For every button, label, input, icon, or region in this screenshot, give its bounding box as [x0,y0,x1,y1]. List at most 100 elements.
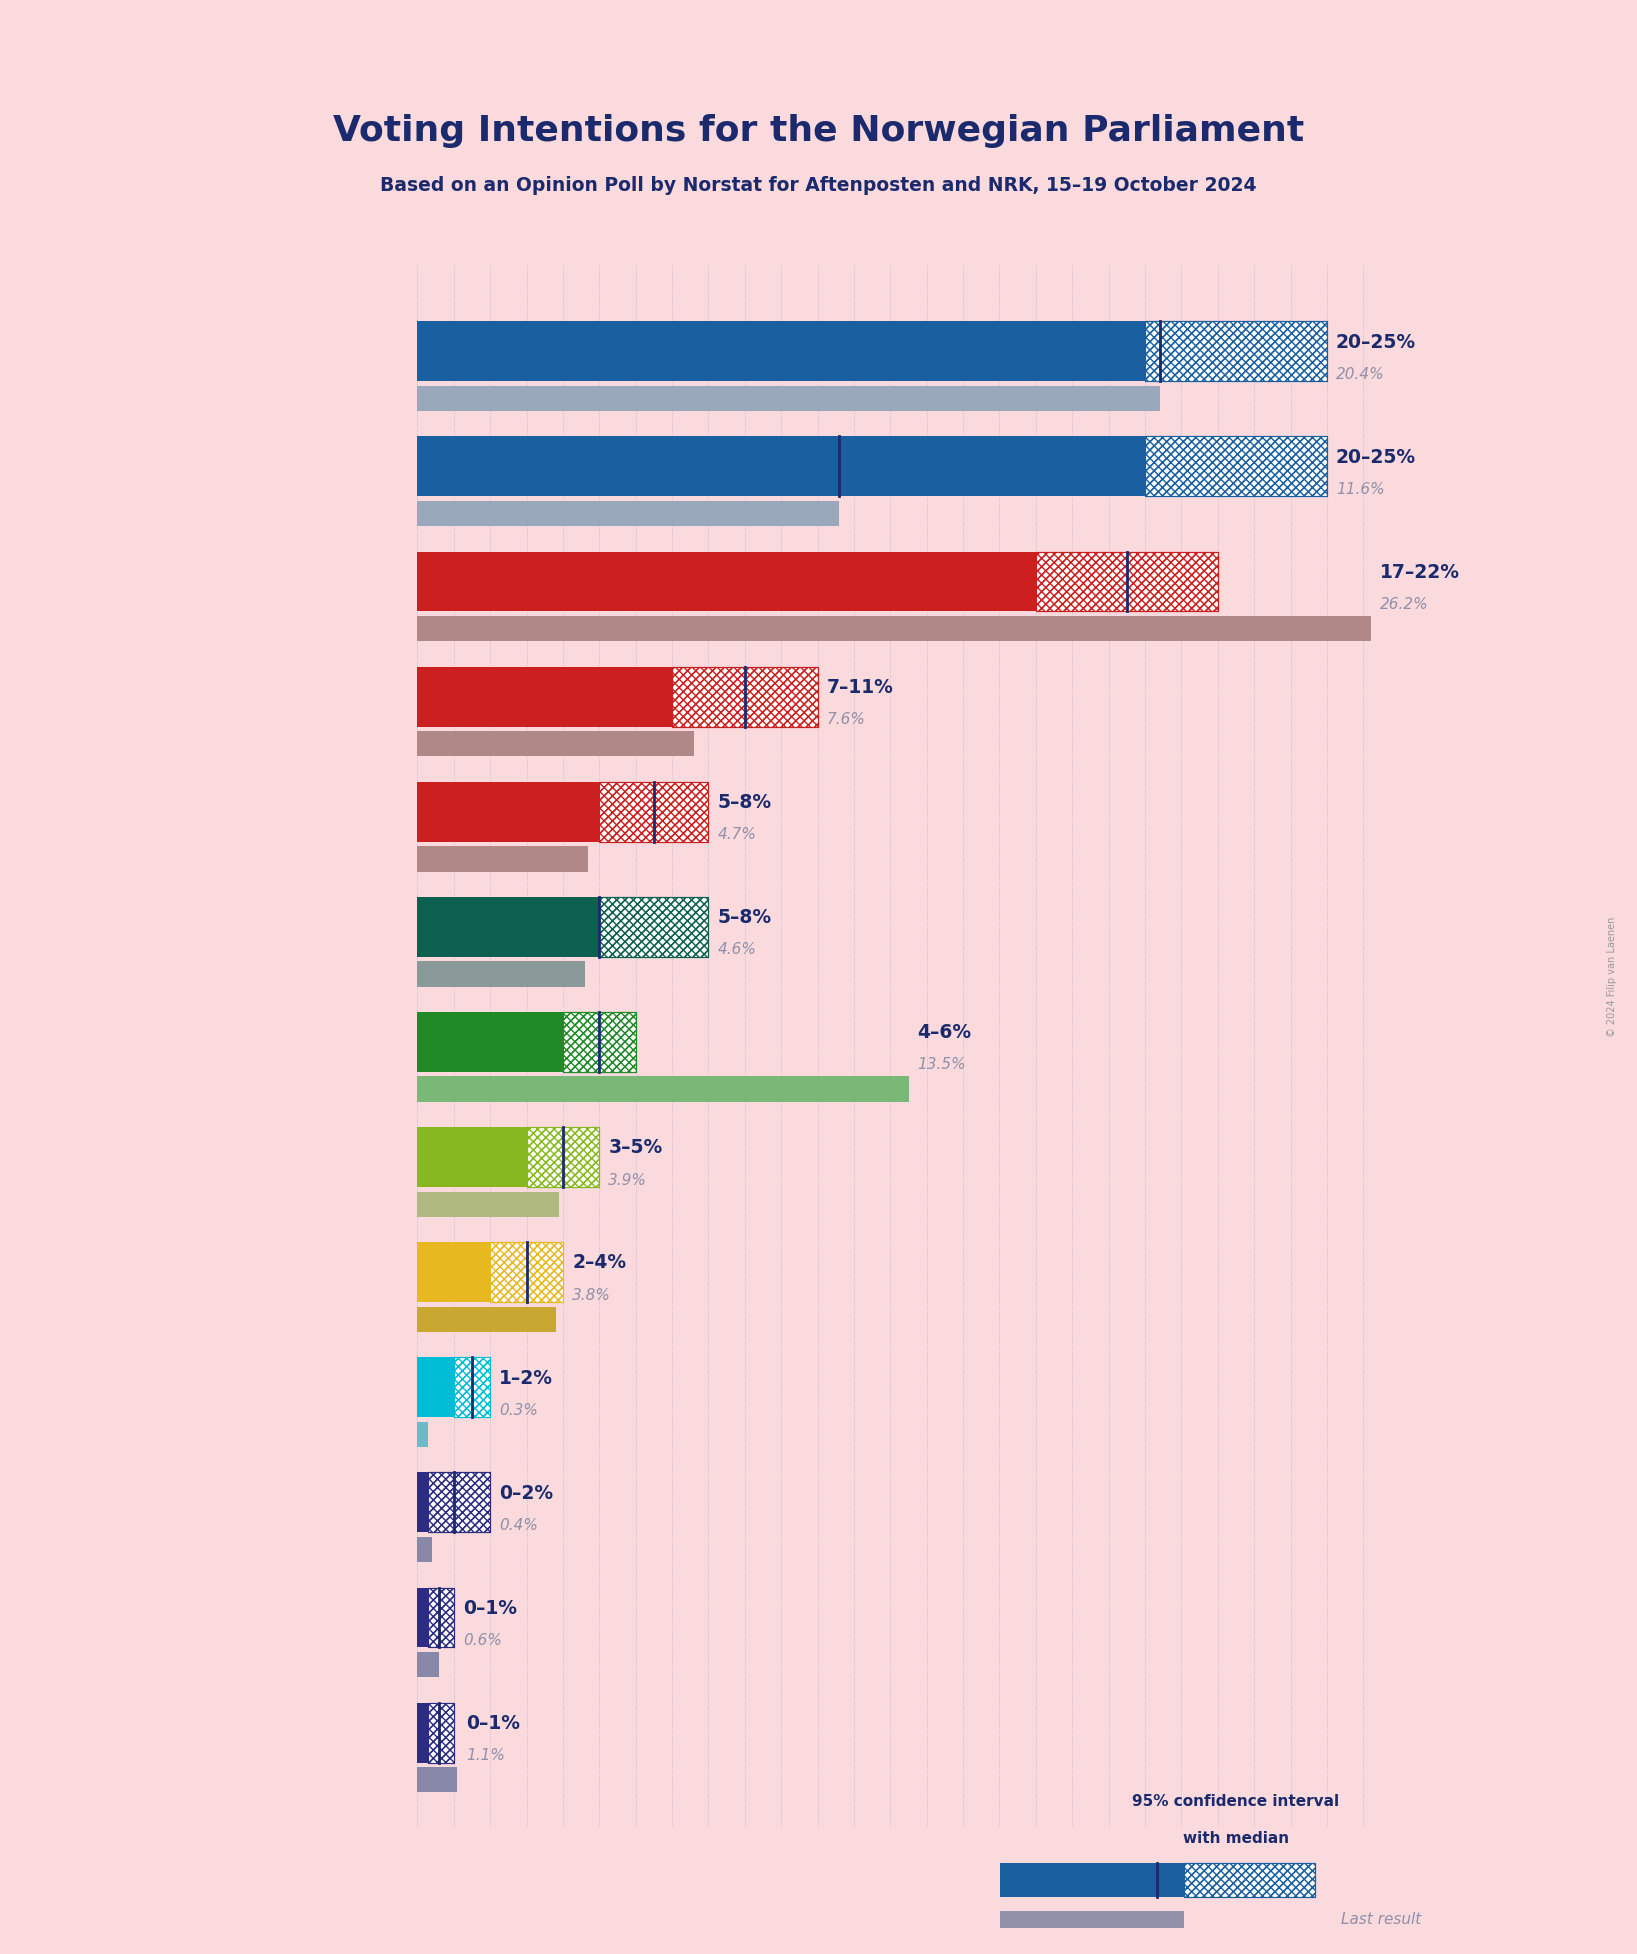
Text: 7.6%: 7.6% [827,711,866,727]
Text: 20.4%: 20.4% [1336,367,1385,381]
Bar [417,1651,439,1677]
Bar [417,1243,489,1301]
Bar [527,1127,599,1186]
Bar [527,1127,599,1186]
Bar [1144,320,1328,381]
Bar [417,1127,527,1186]
Text: Voting Intentions for the Norwegian Parliament: Voting Intentions for the Norwegian Parl… [332,113,1305,149]
Bar [599,782,709,842]
Text: 13.5%: 13.5% [918,1057,966,1073]
Bar [673,666,817,727]
Bar [453,1358,489,1417]
Bar [417,961,584,987]
Bar [429,1473,489,1532]
Bar [417,1077,909,1102]
Bar [563,1012,635,1073]
Text: 20–25%: 20–25% [1336,447,1416,467]
Text: with median: with median [1184,1831,1288,1847]
Text: 20–25%: 20–25% [1336,332,1416,352]
Text: © 2024 Filip van Laenen: © 2024 Filip van Laenen [1608,916,1617,1038]
Text: 0.4%: 0.4% [499,1518,539,1532]
Bar [1000,1911,1184,1929]
Bar [599,897,709,957]
Text: 2–4%: 2–4% [571,1253,627,1272]
Bar [417,1192,560,1217]
Bar [417,1012,563,1073]
Bar [417,782,599,842]
Bar [417,436,1144,496]
Text: 1.1%: 1.1% [467,1749,506,1763]
Bar [673,666,817,727]
Bar [417,846,588,871]
Text: 95% confidence interval: 95% confidence interval [1133,1794,1339,1809]
Bar [417,616,1370,641]
Bar [1144,436,1328,496]
Bar [417,320,1144,381]
Bar [417,500,840,526]
Text: 0.6%: 0.6% [463,1634,503,1647]
Bar [599,782,709,842]
Text: 4.7%: 4.7% [717,827,756,842]
Text: 1–2%: 1–2% [499,1368,553,1387]
Bar [1144,320,1328,381]
Text: 17–22%: 17–22% [1380,563,1460,582]
Bar [417,666,673,727]
Bar [1000,1862,1184,1897]
Bar [1184,1862,1315,1897]
Bar [429,1587,453,1647]
Bar [429,1702,453,1763]
Bar [429,1473,489,1532]
Text: 0–1%: 0–1% [467,1714,521,1733]
Bar [429,1702,453,1763]
Bar [417,1538,432,1563]
Bar [429,1587,453,1647]
Bar [453,1358,489,1417]
Bar [417,385,1159,410]
Bar [417,1473,429,1532]
Text: Last result: Last result [1341,1913,1421,1927]
Bar [489,1243,563,1301]
Text: 11.6%: 11.6% [1336,483,1385,496]
Bar [417,1766,457,1792]
Bar [417,1587,429,1647]
Bar [429,1702,453,1763]
Bar [417,897,599,957]
Bar [1184,1862,1315,1897]
Bar [417,1358,453,1417]
Text: 0–1%: 0–1% [463,1598,517,1618]
Bar [1144,320,1328,381]
Bar [563,1012,635,1073]
Text: 0–2%: 0–2% [499,1483,553,1503]
Bar [563,1012,635,1073]
Bar [1036,551,1218,612]
Bar [1036,551,1218,612]
Bar [1036,551,1218,612]
Text: Based on an Opinion Poll by Norstat for Aftenposten and NRK, 15–19 October 2024: Based on an Opinion Poll by Norstat for … [380,176,1257,195]
Bar [453,1358,489,1417]
Text: 3.9%: 3.9% [609,1172,647,1188]
Bar [527,1127,599,1186]
Text: 5–8%: 5–8% [717,793,771,813]
Bar [429,1587,453,1647]
Bar [429,1473,489,1532]
Bar [417,551,1036,612]
Text: 4.6%: 4.6% [717,942,756,957]
Bar [417,1307,555,1333]
Bar [417,1702,429,1763]
Bar [489,1243,563,1301]
Bar [673,666,817,727]
Text: 5–8%: 5–8% [717,909,771,926]
Text: 3–5%: 3–5% [609,1139,663,1157]
Text: 0.3%: 0.3% [499,1403,539,1419]
Text: 3.8%: 3.8% [571,1288,611,1303]
Bar [417,731,694,756]
Bar [599,897,709,957]
Bar [417,1423,429,1448]
Bar [599,897,709,957]
Text: 7–11%: 7–11% [827,678,894,698]
Bar [1144,436,1328,496]
Text: 4–6%: 4–6% [918,1024,972,1041]
Bar [599,782,709,842]
Bar [489,1243,563,1301]
Text: 26.2%: 26.2% [1380,598,1427,612]
